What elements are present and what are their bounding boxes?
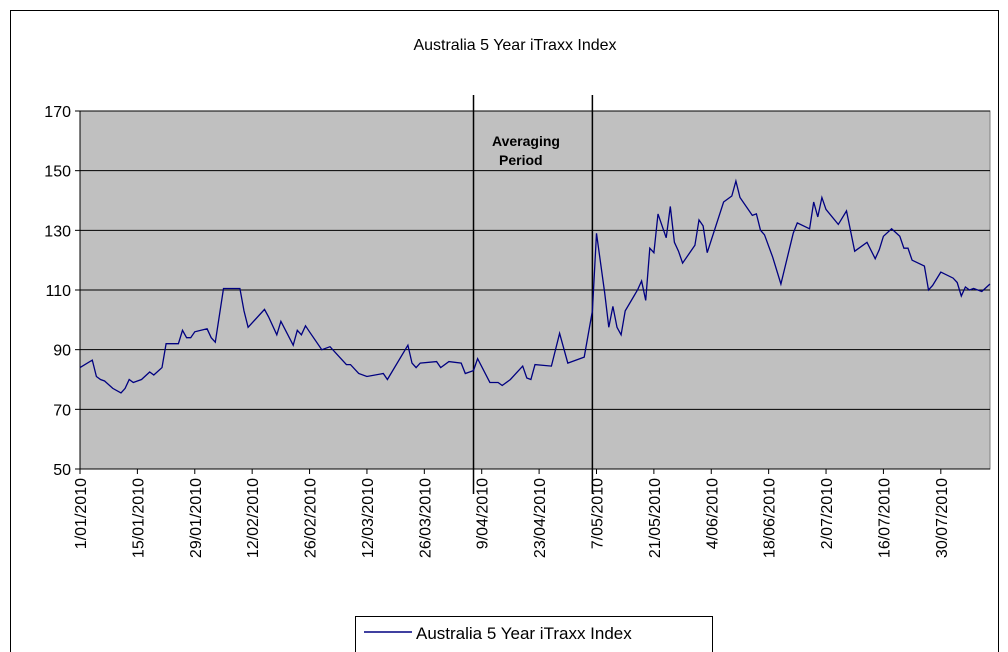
annotation: Averaging: [492, 133, 560, 149]
x-tick-label: 26/03/2010: [417, 478, 434, 558]
legend-label: Australia 5 Year iTraxx Index: [416, 624, 632, 643]
x-tick-label: 30/07/2010: [934, 478, 951, 558]
x-tick-label: 12/03/2010: [360, 478, 377, 558]
y-tick-label: 150: [44, 164, 71, 181]
x-tick-label: 29/01/2010: [188, 478, 205, 558]
x-tick-label: 21/05/2010: [647, 478, 664, 558]
x-tick-label: 2/07/2010: [819, 478, 836, 549]
x-tick-label: 15/01/2010: [130, 478, 147, 558]
y-tick-label: 170: [44, 104, 71, 121]
x-tick-label: 16/07/2010: [876, 478, 893, 558]
x-tick-label: 1/01/2010: [73, 478, 90, 549]
y-tick-label: 110: [45, 283, 71, 300]
x-tick-label: 9/04/2010: [475, 478, 492, 549]
x-tick-label: 26/02/2010: [303, 478, 320, 558]
x-tick-label: 23/04/2010: [532, 478, 549, 558]
y-tick-label: 90: [53, 343, 71, 360]
x-tick-label: 18/06/2010: [762, 478, 779, 558]
x-tick-label: 7/05/2010: [589, 478, 606, 549]
line: [79, 178, 991, 394]
y-tick-label: 70: [53, 402, 71, 419]
annotation: Period: [499, 152, 543, 168]
x-tick-label: 12/02/2010: [245, 478, 262, 558]
legend-box: [355, 616, 713, 652]
x-tick-label: 4/06/2010: [704, 478, 721, 549]
chart-title: Australia 5 Year iTraxx Index: [413, 37, 616, 54]
y-tick-label: 130: [44, 223, 71, 240]
y-tick-label: 50: [53, 462, 71, 479]
